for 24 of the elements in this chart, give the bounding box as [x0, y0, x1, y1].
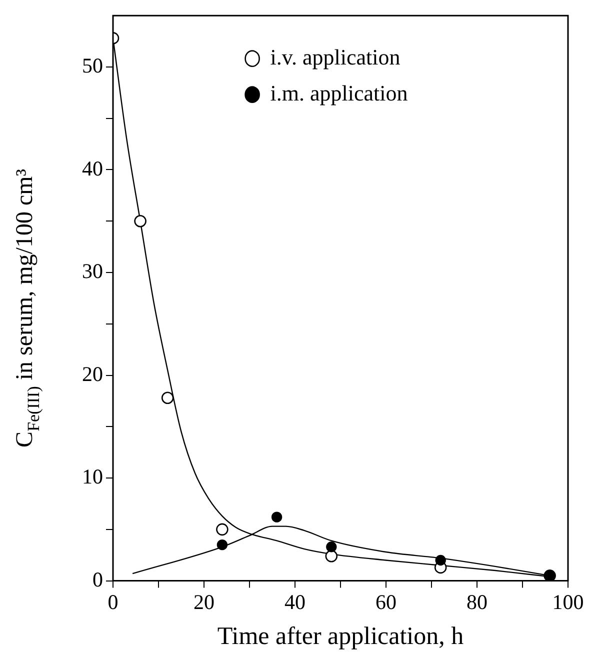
y-tick-label: 40: [82, 156, 103, 180]
y-tick-label: 30: [82, 259, 103, 284]
y-axis-title: CFe(III) in serum, mg/100 cm³: [12, 168, 44, 448]
x-tick-label: 100: [552, 590, 584, 614]
x-tick-label: 80: [466, 590, 488, 614]
x-tick-label: 20: [194, 590, 214, 614]
x-tick-label: 60: [376, 590, 396, 614]
point: [216, 523, 228, 536]
y-tick-label: 50: [82, 53, 103, 78]
point: [435, 554, 446, 566]
x-tick-label: 40: [284, 590, 306, 614]
point: [161, 392, 174, 404]
point: [134, 214, 146, 228]
point: [326, 542, 337, 552]
legend-label: i.m. application: [270, 80, 408, 106]
y-tick-label: 20: [82, 362, 103, 386]
point: [271, 512, 282, 522]
point: [325, 550, 338, 562]
legend-label: i.v. application: [270, 44, 400, 70]
point: [216, 539, 228, 550]
x-tick-label: 0: [108, 590, 118, 614]
y-tick-label: 10: [82, 464, 103, 489]
x-axis-title: Time after application, h: [217, 623, 464, 650]
y-tick-label: 0: [92, 567, 103, 592]
